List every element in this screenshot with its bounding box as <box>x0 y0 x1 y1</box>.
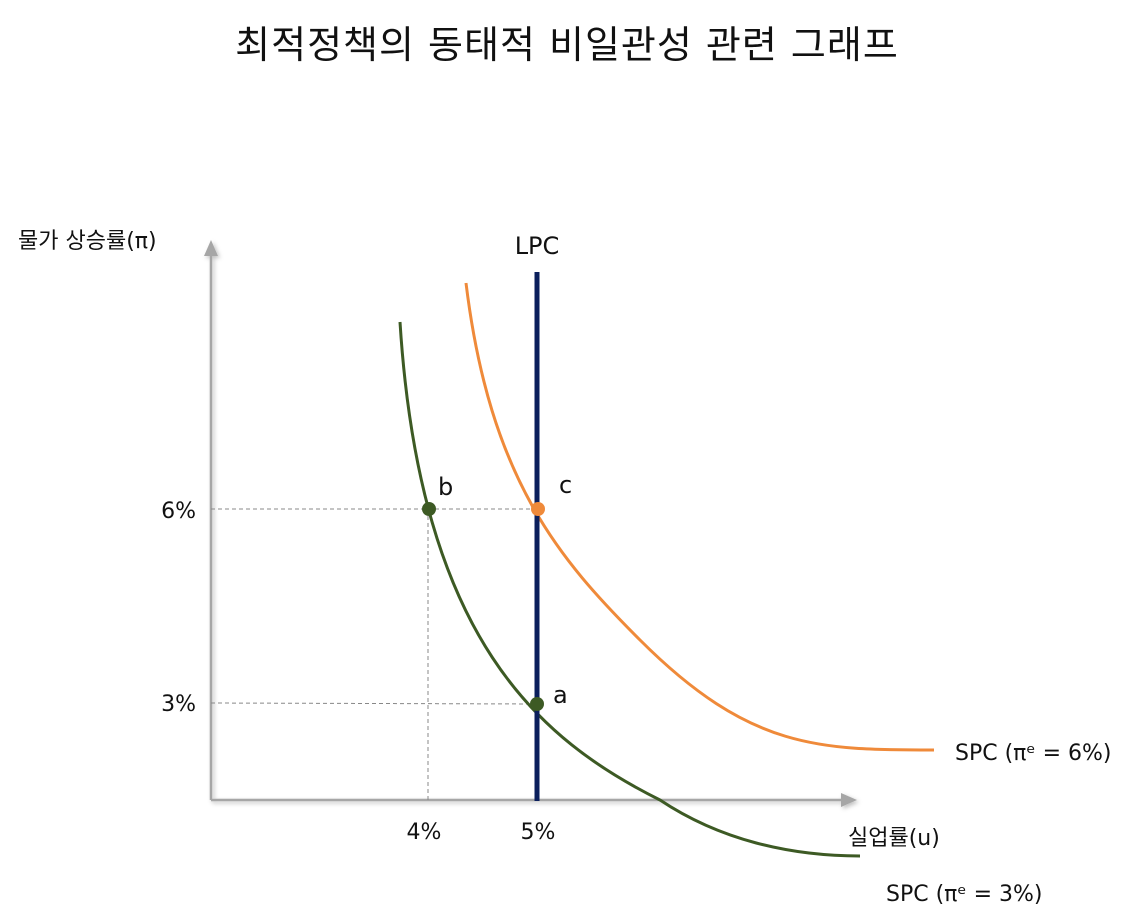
guide-3pct-horizontal <box>210 702 539 705</box>
x-tick-4pct: 4% <box>407 820 442 845</box>
point-c-label: c <box>559 471 572 499</box>
x-axis-arrow-icon <box>841 793 857 807</box>
point-a-label: a <box>553 681 568 709</box>
lpc-label: LPC <box>515 232 560 260</box>
spc-low-curve <box>398 321 861 858</box>
point-a <box>530 697 544 711</box>
y-tick-6pct: 6% <box>161 499 196 524</box>
point-c <box>531 502 545 516</box>
axes <box>204 240 857 807</box>
spc-high-curve <box>464 282 935 752</box>
point-b <box>422 502 436 516</box>
diagram-title: 최적정책의 동태적 비일관성 관련 그래프 <box>235 23 899 67</box>
guide-lines <box>210 508 539 800</box>
y-axis-label: 물가 상승률(π) <box>18 229 157 254</box>
y-tick-3pct: 3% <box>161 692 196 717</box>
spc-low-label: SPC (πᵉ = 3%) <box>886 882 1043 907</box>
x-tick-5pct: 5% <box>521 820 556 845</box>
y-axis-arrow-icon <box>204 240 218 256</box>
spc-high-label: SPC (πᵉ = 6%) <box>955 741 1112 766</box>
point-b-label: b <box>438 473 453 501</box>
x-axis-label: 실업률(u) <box>848 826 940 851</box>
